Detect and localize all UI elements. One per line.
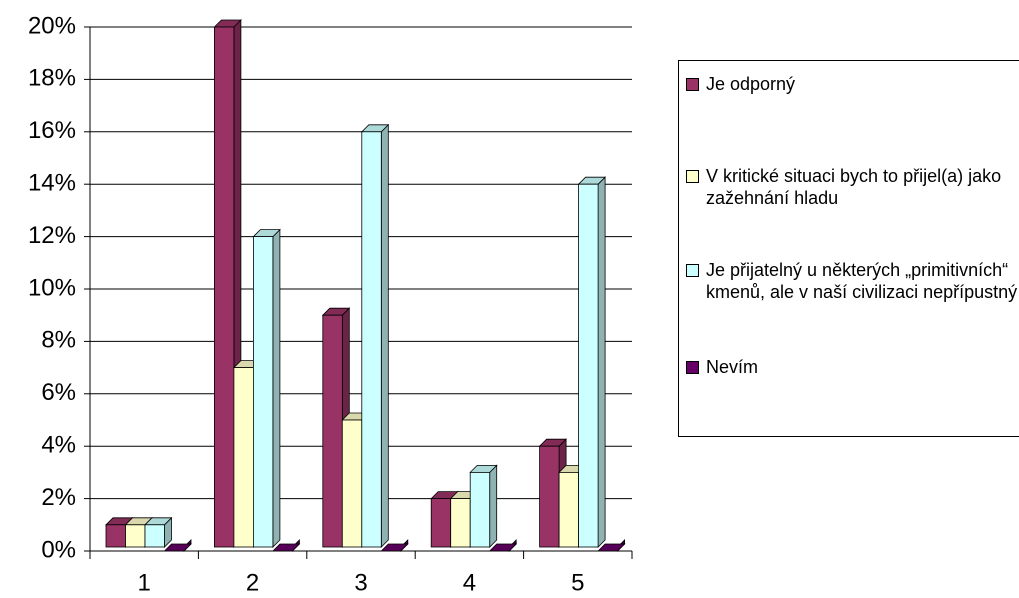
- bar-top: [488, 543, 518, 552]
- x-tick-label: 2: [246, 569, 259, 596]
- legend-item: Je přijatelný u některých „primitivních“…: [686, 259, 1019, 303]
- bar: [361, 131, 382, 548]
- bar: [558, 471, 579, 548]
- bar: [252, 236, 274, 548]
- bar-side: [272, 228, 281, 548]
- legend-label: Nevím: [706, 357, 759, 377]
- legend-swatch: [686, 78, 699, 91]
- legend-swatch: [686, 361, 699, 374]
- bar-top: [380, 543, 409, 552]
- y-tick-label: 20%: [28, 12, 76, 39]
- legend-swatch: [686, 264, 699, 277]
- x-tick-label: 1: [138, 569, 151, 596]
- bar: [144, 524, 165, 548]
- y-tick-label: 6%: [41, 379, 76, 406]
- bar-side: [489, 464, 498, 548]
- bar: [539, 445, 560, 548]
- bar: [341, 419, 363, 548]
- y-tick-label: 12%: [28, 222, 76, 249]
- y-tick-label: 8%: [41, 327, 76, 354]
- bar-top: [597, 543, 626, 552]
- y-tick-label: 18%: [28, 65, 76, 92]
- bar-top: [271, 543, 301, 552]
- y-tick-label: 10%: [28, 274, 76, 301]
- y-tick-label: 0%: [41, 536, 76, 563]
- legend-label: Je odporný: [706, 74, 796, 94]
- bar: [213, 26, 235, 548]
- x-tick-label: 3: [354, 569, 367, 596]
- legend-swatch: [686, 170, 699, 183]
- y-tick-label: 4%: [41, 432, 76, 459]
- x-tick-label: 5: [571, 569, 584, 596]
- bar: [105, 524, 126, 548]
- legend-label: Je přijatelný u některých „primitivních“…: [706, 260, 1018, 302]
- bar: [322, 314, 343, 548]
- legend-item: Je odporný: [686, 73, 1019, 95]
- bar: [233, 367, 254, 548]
- legend-item: Nevím: [686, 356, 1019, 378]
- y-tick-label: 16%: [28, 117, 76, 144]
- legend-item: V kritické situaci bych to přijel(a) jak…: [686, 165, 1019, 209]
- legend-label: V kritické situaci bych to přijel(a) jak…: [706, 166, 1002, 208]
- bar-top: [163, 543, 192, 552]
- x-tick-label: 4: [463, 569, 476, 596]
- bar: [578, 183, 599, 548]
- y-tick-label: 2%: [41, 484, 76, 511]
- bar: [125, 524, 146, 548]
- bar: [430, 498, 452, 548]
- bar-side: [380, 123, 389, 548]
- bar: [469, 471, 491, 548]
- legend: Je odporný V kritické situaci bych to při…: [678, 60, 1019, 437]
- y-tick-label: 14%: [28, 170, 76, 197]
- bar-side: [597, 176, 606, 548]
- bar: [450, 498, 471, 548]
